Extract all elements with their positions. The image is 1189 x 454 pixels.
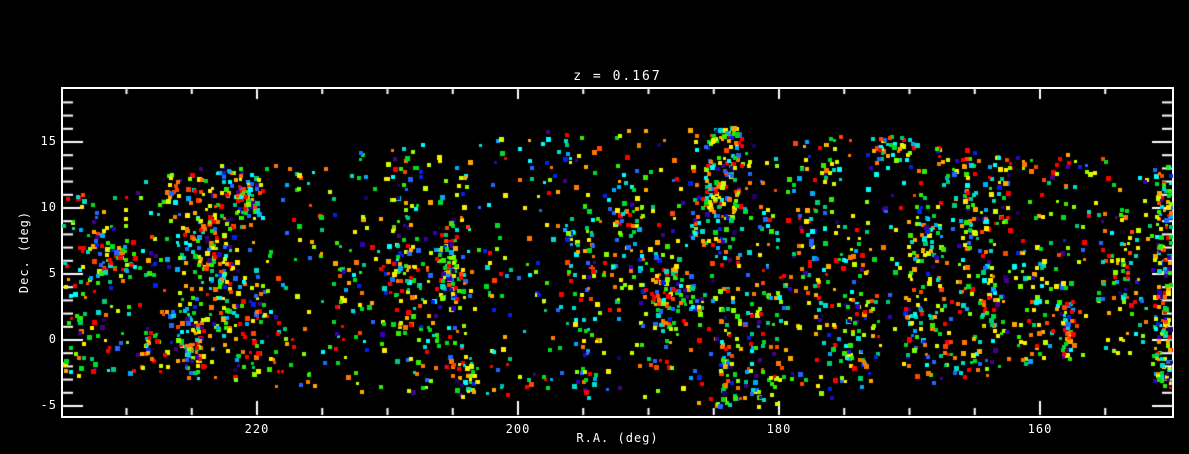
y-tick-label: -5: [40, 398, 57, 412]
x-tick-label: 200: [505, 422, 531, 436]
y-tick-label: 0: [48, 332, 57, 346]
y-tick-label: 5: [48, 266, 57, 280]
y-tick-label: 10: [40, 200, 57, 214]
x-tick-label: 160: [1027, 422, 1053, 436]
x-tick-label: 220: [244, 422, 270, 436]
x-axis-label: R.A. (deg): [576, 431, 659, 445]
x-tick-label: 180: [766, 422, 792, 436]
y-tick-label: 15: [40, 134, 57, 148]
